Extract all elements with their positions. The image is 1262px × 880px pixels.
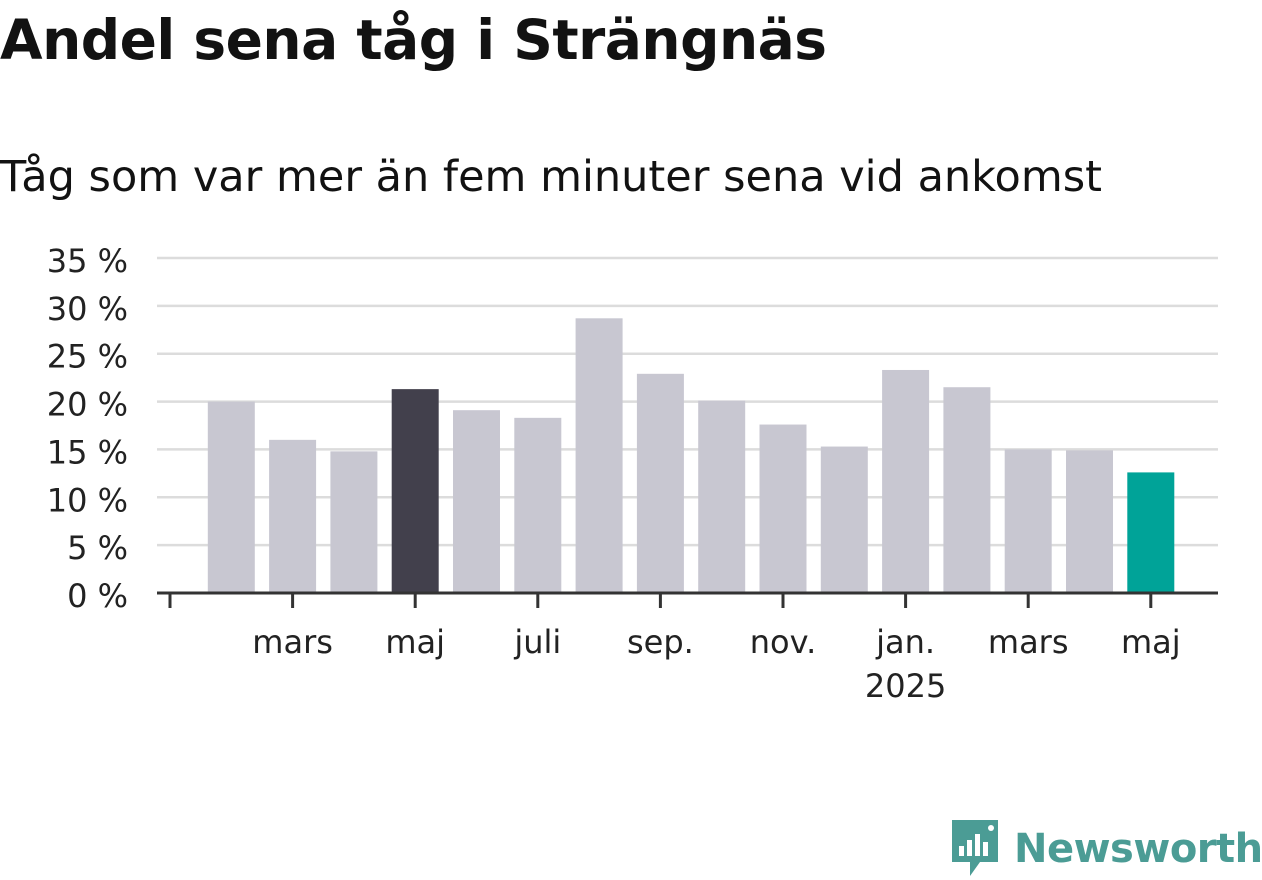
x-tick-label: maj: [1121, 623, 1181, 661]
newsworthy-logo: Newsworthy: [950, 818, 1262, 880]
bar: [820, 446, 868, 593]
bar: [943, 387, 991, 593]
x-tick-label: maj: [385, 623, 445, 661]
bar: [882, 369, 930, 593]
y-tick-label: 20 %: [47, 386, 128, 424]
chart-title: Andel sena tåg i Strängnäs: [0, 8, 827, 72]
bar-chart: 0 % 5 % 10 % 15 % 20 % 25 % 30 % 35 % mars maj jul…: [47, 242, 1218, 705]
bar: [698, 400, 746, 593]
y-tick-label: 35 %: [47, 242, 128, 280]
bar: [453, 410, 500, 593]
x-tick-label: mars: [252, 623, 333, 661]
bar: [575, 318, 623, 593]
y-tick-label: 5 %: [67, 529, 128, 567]
bar: [391, 389, 439, 593]
x-tick-label: sep.: [627, 623, 694, 661]
x-tick-label: juli: [513, 623, 561, 661]
y-tick-label: 10 %: [47, 481, 128, 519]
newsworthy-bar-chart-icon: [952, 820, 998, 876]
y-tick-label: 0 %: [67, 577, 128, 615]
chart-subtitle: Tåg som var mer än fem minuter sena vid …: [0, 152, 1103, 202]
bar: [514, 417, 562, 593]
logo-text: Newsworthy: [1014, 826, 1262, 872]
x-tick-label: jan.: [875, 623, 935, 661]
bar: [759, 424, 807, 593]
y-tick-label: 25 %: [47, 338, 128, 376]
bar: [1066, 450, 1113, 593]
bar: [1127, 472, 1175, 593]
x-tick-label: mars: [988, 623, 1069, 661]
bar: [269, 439, 317, 593]
x-tick-year-label: 2025: [865, 667, 946, 705]
bar: [1004, 449, 1052, 593]
bar: [207, 401, 255, 593]
y-tick-label: 30 %: [47, 290, 128, 328]
y-tick-label: 15 %: [47, 433, 128, 471]
x-tick-label: nov.: [750, 623, 816, 661]
bar: [636, 373, 684, 593]
bar: [330, 451, 378, 593]
